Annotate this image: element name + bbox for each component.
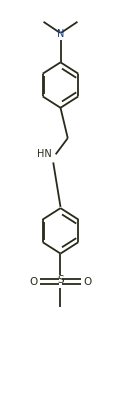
Text: N: N xyxy=(57,29,64,39)
Text: S: S xyxy=(57,275,64,286)
Text: O: O xyxy=(30,277,38,287)
Text: O: O xyxy=(83,277,91,287)
Text: HN: HN xyxy=(37,149,52,159)
